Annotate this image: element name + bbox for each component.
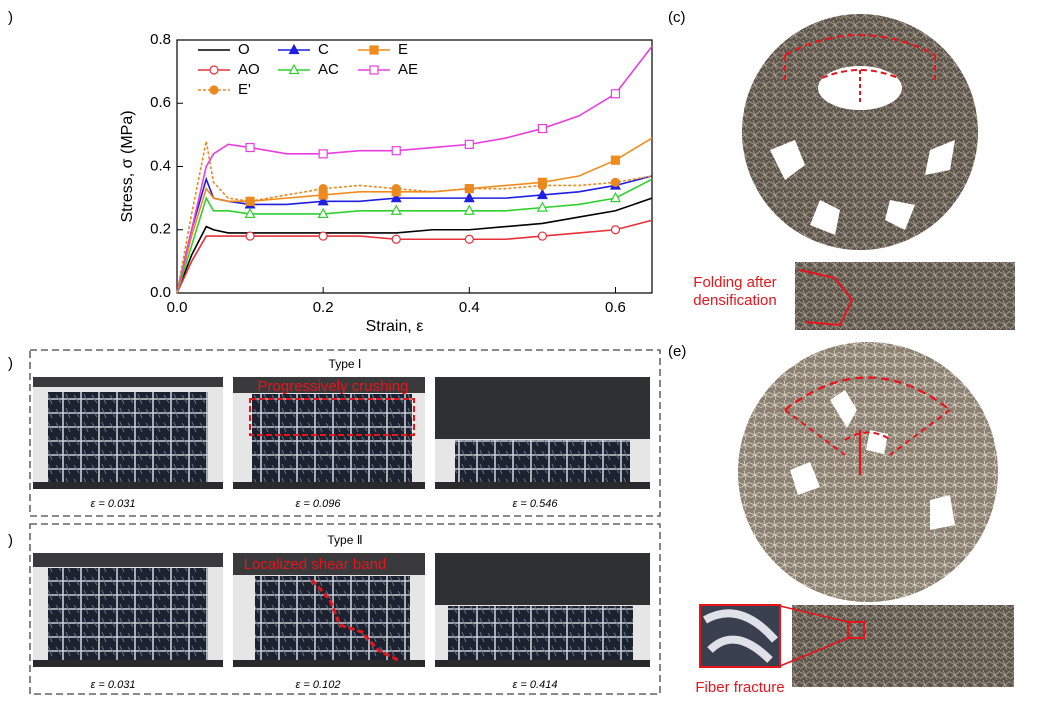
marker [319, 185, 327, 193]
photo [33, 553, 223, 667]
y-axis-label: Stress, σ (MPa) [119, 110, 136, 222]
strain-caption: ε = 0.096 [296, 498, 342, 510]
marker [465, 235, 473, 243]
marker [611, 156, 619, 164]
marker [611, 226, 619, 234]
marker [246, 197, 254, 205]
y-tick-label: 0.8 [150, 31, 171, 48]
strain-caption: ε = 0.031 [91, 498, 136, 510]
annotation: Progressively crushing [258, 378, 409, 395]
legend-label: E [398, 41, 408, 58]
legend-label: AO [238, 61, 260, 78]
line-chart: 0.0 0.2 0.4 0.6 0.0 0.2 0.4 0.6 0.8 Strain, ε Stre… [119, 31, 652, 335]
legend-label: E' [238, 81, 251, 98]
marker [538, 232, 546, 240]
strain-caption: ε = 0.546 [513, 498, 559, 510]
y-tick-label: 0.2 [150, 221, 171, 238]
marker [465, 140, 473, 148]
legend-label: AE [398, 61, 418, 78]
marker [246, 144, 254, 152]
marker [392, 235, 400, 243]
marker [319, 232, 327, 240]
panel-label: (c) [668, 9, 686, 26]
marker [319, 150, 327, 158]
annotation: Fiber fracture [695, 679, 784, 696]
x-axis-label: Strain, ε [366, 318, 424, 335]
marker [210, 86, 218, 94]
marker [370, 46, 378, 54]
marker [392, 147, 400, 155]
photo [742, 14, 1015, 330]
marker [538, 125, 546, 133]
panel-label: ) [8, 532, 13, 549]
x-tick-label: 0.0 [167, 299, 188, 316]
marker [392, 185, 400, 193]
panel-label: ) [8, 355, 13, 372]
marker [611, 178, 619, 186]
x-tick-label: 0.2 [313, 299, 334, 316]
photo [33, 377, 223, 489]
legend-label: O [238, 41, 250, 58]
page: {"chart_data": {"type": "line", "xlabel"… [0, 0, 1041, 702]
panel-label: ) [8, 9, 13, 26]
marker [611, 90, 619, 98]
marker [370, 66, 378, 74]
photo [435, 553, 650, 667]
y-tick-label: 0.6 [150, 94, 171, 111]
legend-label: AC [318, 61, 339, 78]
marker [246, 232, 254, 240]
strain-caption: ε = 0.031 [91, 679, 136, 691]
x-tick-label: 0.4 [459, 299, 480, 316]
legend-label: C [318, 41, 329, 58]
type-title: Type Ⅱ [327, 533, 362, 547]
strain-caption: ε = 0.414 [513, 679, 558, 691]
photo [700, 342, 1014, 687]
marker [465, 185, 473, 193]
y-tick-label: 0.0 [150, 284, 171, 301]
x-tick-label: 0.6 [605, 299, 626, 316]
panel-label: (e) [668, 343, 686, 360]
marker [210, 66, 218, 74]
type-title: Type Ⅰ [329, 357, 362, 371]
annotation: Localized shear band [244, 556, 387, 573]
marker [538, 181, 546, 189]
figure: ) ) ) (c) (e) 0.00.20.40.60.00.20.40.60.… [0, 0, 1041, 702]
strain-caption: ε = 0.102 [296, 679, 341, 691]
y-tick-label: 0.4 [150, 157, 171, 174]
annotation: Folding after [693, 274, 776, 291]
photo [435, 377, 650, 489]
annotation: densification [693, 292, 776, 309]
